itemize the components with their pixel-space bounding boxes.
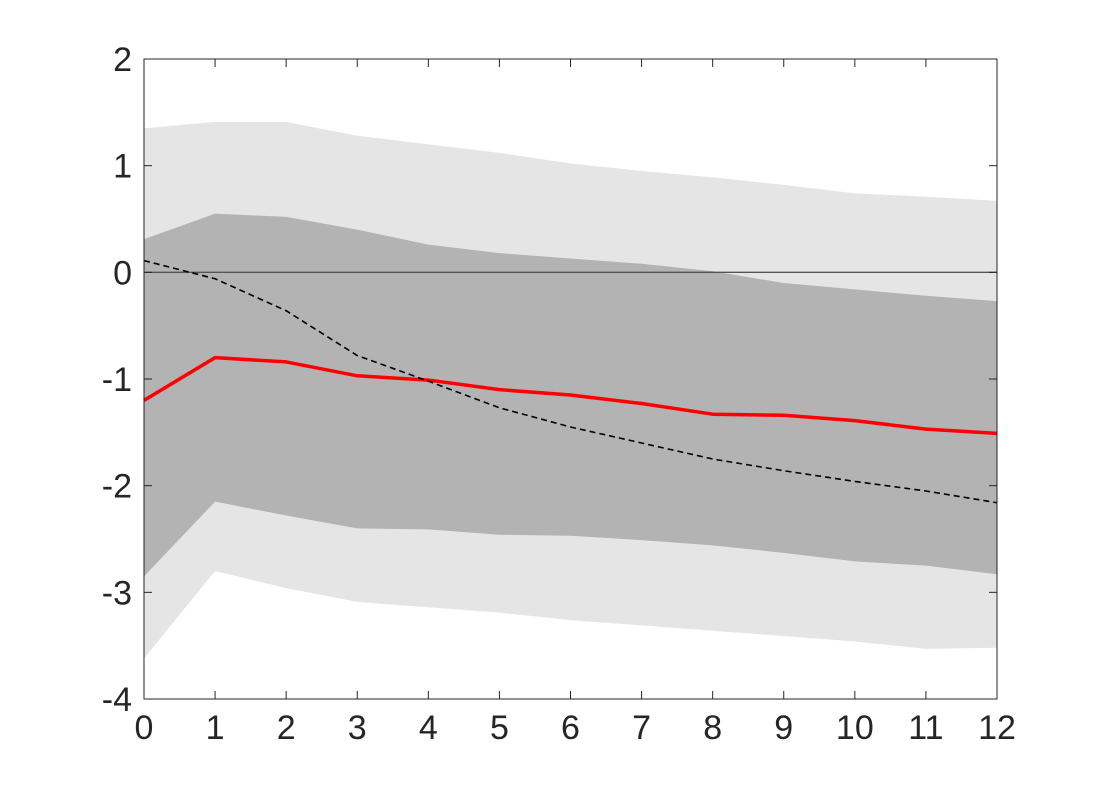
y-tick-label: -3 <box>102 574 132 612</box>
x-tick-labels: 0 1 2 3 4 5 6 7 8 9 10 11 12 <box>135 709 1016 747</box>
x-tick-label: 0 <box>135 709 154 747</box>
y-tick-label: -1 <box>102 361 132 399</box>
x-tick-label: 6 <box>561 709 580 747</box>
x-tick-label: 5 <box>490 709 509 747</box>
y-tick-labels: 2 1 0 -1 -2 -3 -4 <box>102 41 132 719</box>
y-tick-label: -2 <box>102 468 132 506</box>
x-tick-label: 11 <box>908 709 943 747</box>
x-tick-label: 9 <box>774 709 793 747</box>
x-tick-label: 10 <box>836 709 874 747</box>
y-tick-label: -4 <box>102 681 132 719</box>
x-tick-label: 8 <box>703 709 722 747</box>
x-tick-label: 12 <box>978 709 1016 747</box>
axes <box>143 58 998 700</box>
x-tick-label: 1 <box>206 709 225 747</box>
y-tick-label: 2 <box>113 41 132 79</box>
y-tick-label: 1 <box>113 148 132 186</box>
series-lines <box>143 259 998 504</box>
y-tick-label: 0 <box>113 254 132 292</box>
x-tick-label: 3 <box>348 709 367 747</box>
x-tick-label: 2 <box>277 709 296 747</box>
confidence-bands <box>144 121 997 659</box>
dashed-series-line <box>143 259 998 504</box>
x-tick-label: 4 <box>419 709 438 747</box>
x-tick-label: 7 <box>632 709 651 747</box>
red-series-line <box>143 355 998 436</box>
